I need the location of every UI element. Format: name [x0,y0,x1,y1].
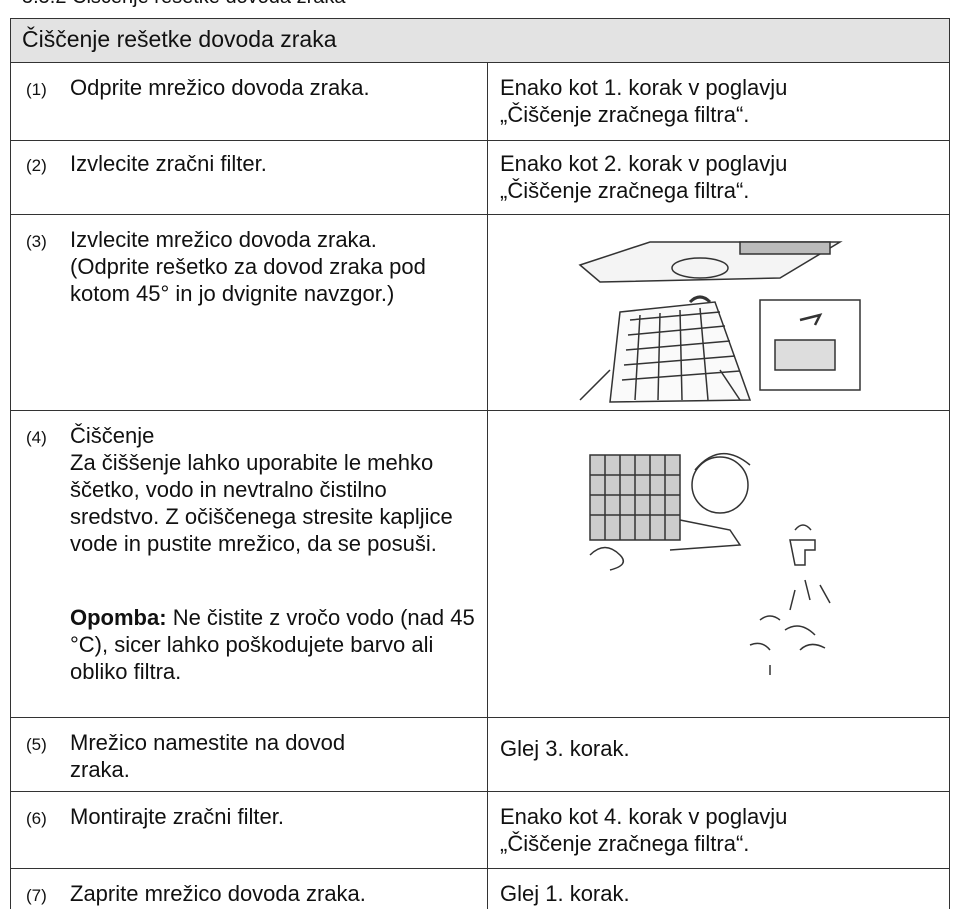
rule [949,18,950,909]
step-detail: Glej 1. korak. [500,881,630,906]
section-title: 5.5.2 Čiščenje rešetke dovoda zraka [22,0,346,11]
step-number: (6) [26,809,47,828]
rule [10,18,11,909]
note-label: Opomba: [70,605,167,630]
illustration-grille [578,241,861,403]
table-title: Čiščenje rešetke dovoda zraka [22,26,337,52]
rule [10,868,950,869]
step-detail: Enako kot 4. korak v poglavju „Čiščenje … [500,804,788,856]
step-detail: Glej 3. korak. [500,736,630,761]
step-description: Za čiššenje lahko uporabite le mehko šče… [70,450,453,556]
step-detail: Enako kot 1. korak v poglavju „Čiščenje … [500,75,788,127]
step-number: (5) [26,735,47,754]
step-text: Mrežico namestite na dovod zraka. [70,730,346,782]
step-number: (2) [26,156,47,175]
step-number: (3) [26,232,47,251]
step-number: (7) [26,886,47,905]
illustration-cleaning [589,452,831,675]
rule [10,62,950,63]
step-text: Odprite mrežico dovoda zraka. [70,75,370,100]
rule [487,62,488,909]
step-number: (4) [26,428,47,447]
step-note: Opomba: Ne čistite z vročo vodo (nad 45 … [70,604,475,685]
step-text: Čiščenje [70,423,155,448]
note-text: Ne čistite z vročo vodo (nad 45 °C), sic… [70,605,475,684]
rule [10,214,950,215]
step-text: Montirajte zračni filter. [70,804,284,829]
rule [10,18,950,19]
step-text: Izvlecite zračni filter. [70,151,267,176]
rule [10,140,950,141]
step-description: (Odprite rešetko za dovod zraka pod koto… [70,254,426,306]
rule [10,717,950,718]
step-text: Zaprite mrežico dovoda zraka. [70,881,366,906]
table-header-bg [10,18,950,62]
rule [10,791,950,792]
step-number: (1) [26,80,47,99]
rule [10,410,950,411]
step-detail: Enako kot 2. korak v poglavju „Čiščenje … [500,151,788,203]
step-text: Izvlecite mrežico dovoda zraka. [70,227,377,252]
